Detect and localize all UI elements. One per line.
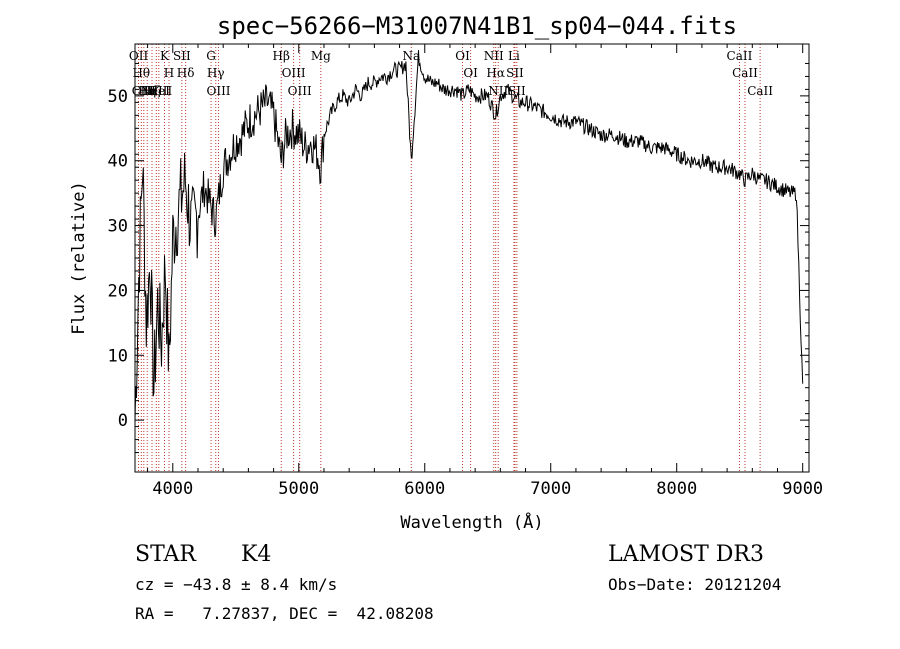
y-tick-label: 10 — [108, 346, 128, 366]
y-tick-label: 50 — [108, 87, 128, 107]
emission-line-label: Hδ — [177, 66, 195, 80]
emission-line-label: Hα — [486, 66, 505, 80]
emission-line-label: OIII — [282, 66, 306, 80]
emission-line-label: Na — [402, 49, 420, 63]
x-tick-label: 4000 — [152, 479, 193, 499]
emission-line-label: Mg — [311, 49, 331, 63]
redshift-velocity: cz = −43.8 ± 8.4 km/s — [135, 575, 337, 594]
emission-line-label: CaII — [747, 84, 773, 98]
emission-line-label: Hγ — [207, 66, 225, 80]
emission-line-label: NII — [484, 49, 504, 63]
emission-line-label: K — [160, 49, 170, 63]
emission-line-label: Hη — [138, 84, 156, 98]
emission-line-guides — [138, 44, 761, 472]
x-tick-label: 6000 — [404, 479, 445, 499]
coordinates: RA = 7.27837, DEC = 42.08208 — [135, 604, 434, 623]
emission-line-label: OIII — [206, 84, 230, 98]
chart-title: spec−56266−M31007N41B1_sp04−044.fits — [217, 12, 737, 40]
plot-frame — [134, 43, 810, 473]
emission-line-label: OI — [455, 49, 470, 63]
emission-line-label: NII — [488, 84, 508, 98]
emission-line-label: SII — [508, 84, 526, 98]
observation-date: Obs−Date: 20121204 — [608, 575, 781, 594]
emission-line-label: OI — [463, 66, 478, 80]
emission-line-label: SII — [173, 49, 191, 63]
y-axis-label: Flux (relative) — [69, 181, 89, 335]
y-tick-label: 30 — [108, 217, 128, 237]
x-axis-label: Wavelength (Å) — [400, 511, 543, 533]
emission-line-labels: OIIHθOIIIHηHζNeIIIHeIKHSIIHδGHγOIIIHβOII… — [129, 49, 773, 98]
x-tick-label: 5000 — [278, 479, 319, 499]
y-tick-label: 40 — [108, 152, 128, 172]
emission-line-label: OIII — [288, 84, 312, 98]
object-class: STAR — [135, 542, 197, 567]
object-subclass: K4 — [241, 542, 271, 567]
emission-line-label: Hβ — [273, 49, 290, 63]
emission-line-label: OII — [129, 49, 149, 63]
emission-line-label: CaII — [727, 49, 753, 63]
emission-line-label: Li — [508, 49, 520, 63]
y-tick-label: 20 — [108, 281, 128, 301]
emission-line-label: G — [206, 49, 216, 63]
emission-line-label: HeI — [148, 84, 171, 98]
emission-line-label: SII — [506, 66, 524, 80]
emission-line-label: Hζ — [144, 84, 161, 98]
survey-name: LAMOST DR3 — [608, 542, 764, 567]
y-tick-label: 0 — [118, 411, 128, 431]
axis-ticks: 4000 5000 6000 7000 8000 9000 0 10 20 30 40 50 — [108, 44, 823, 499]
emission-line-label: CaII — [732, 66, 758, 80]
emission-line-label: H — [164, 66, 174, 80]
x-tick-label: 8000 — [656, 479, 697, 499]
x-tick-label: 7000 — [530, 479, 571, 499]
emission-line-label: NeIII — [140, 84, 172, 98]
emission-line-label: OIII — [132, 84, 156, 98]
x-tick-label: 9000 — [782, 479, 823, 499]
spectrum-line — [134, 50, 804, 422]
